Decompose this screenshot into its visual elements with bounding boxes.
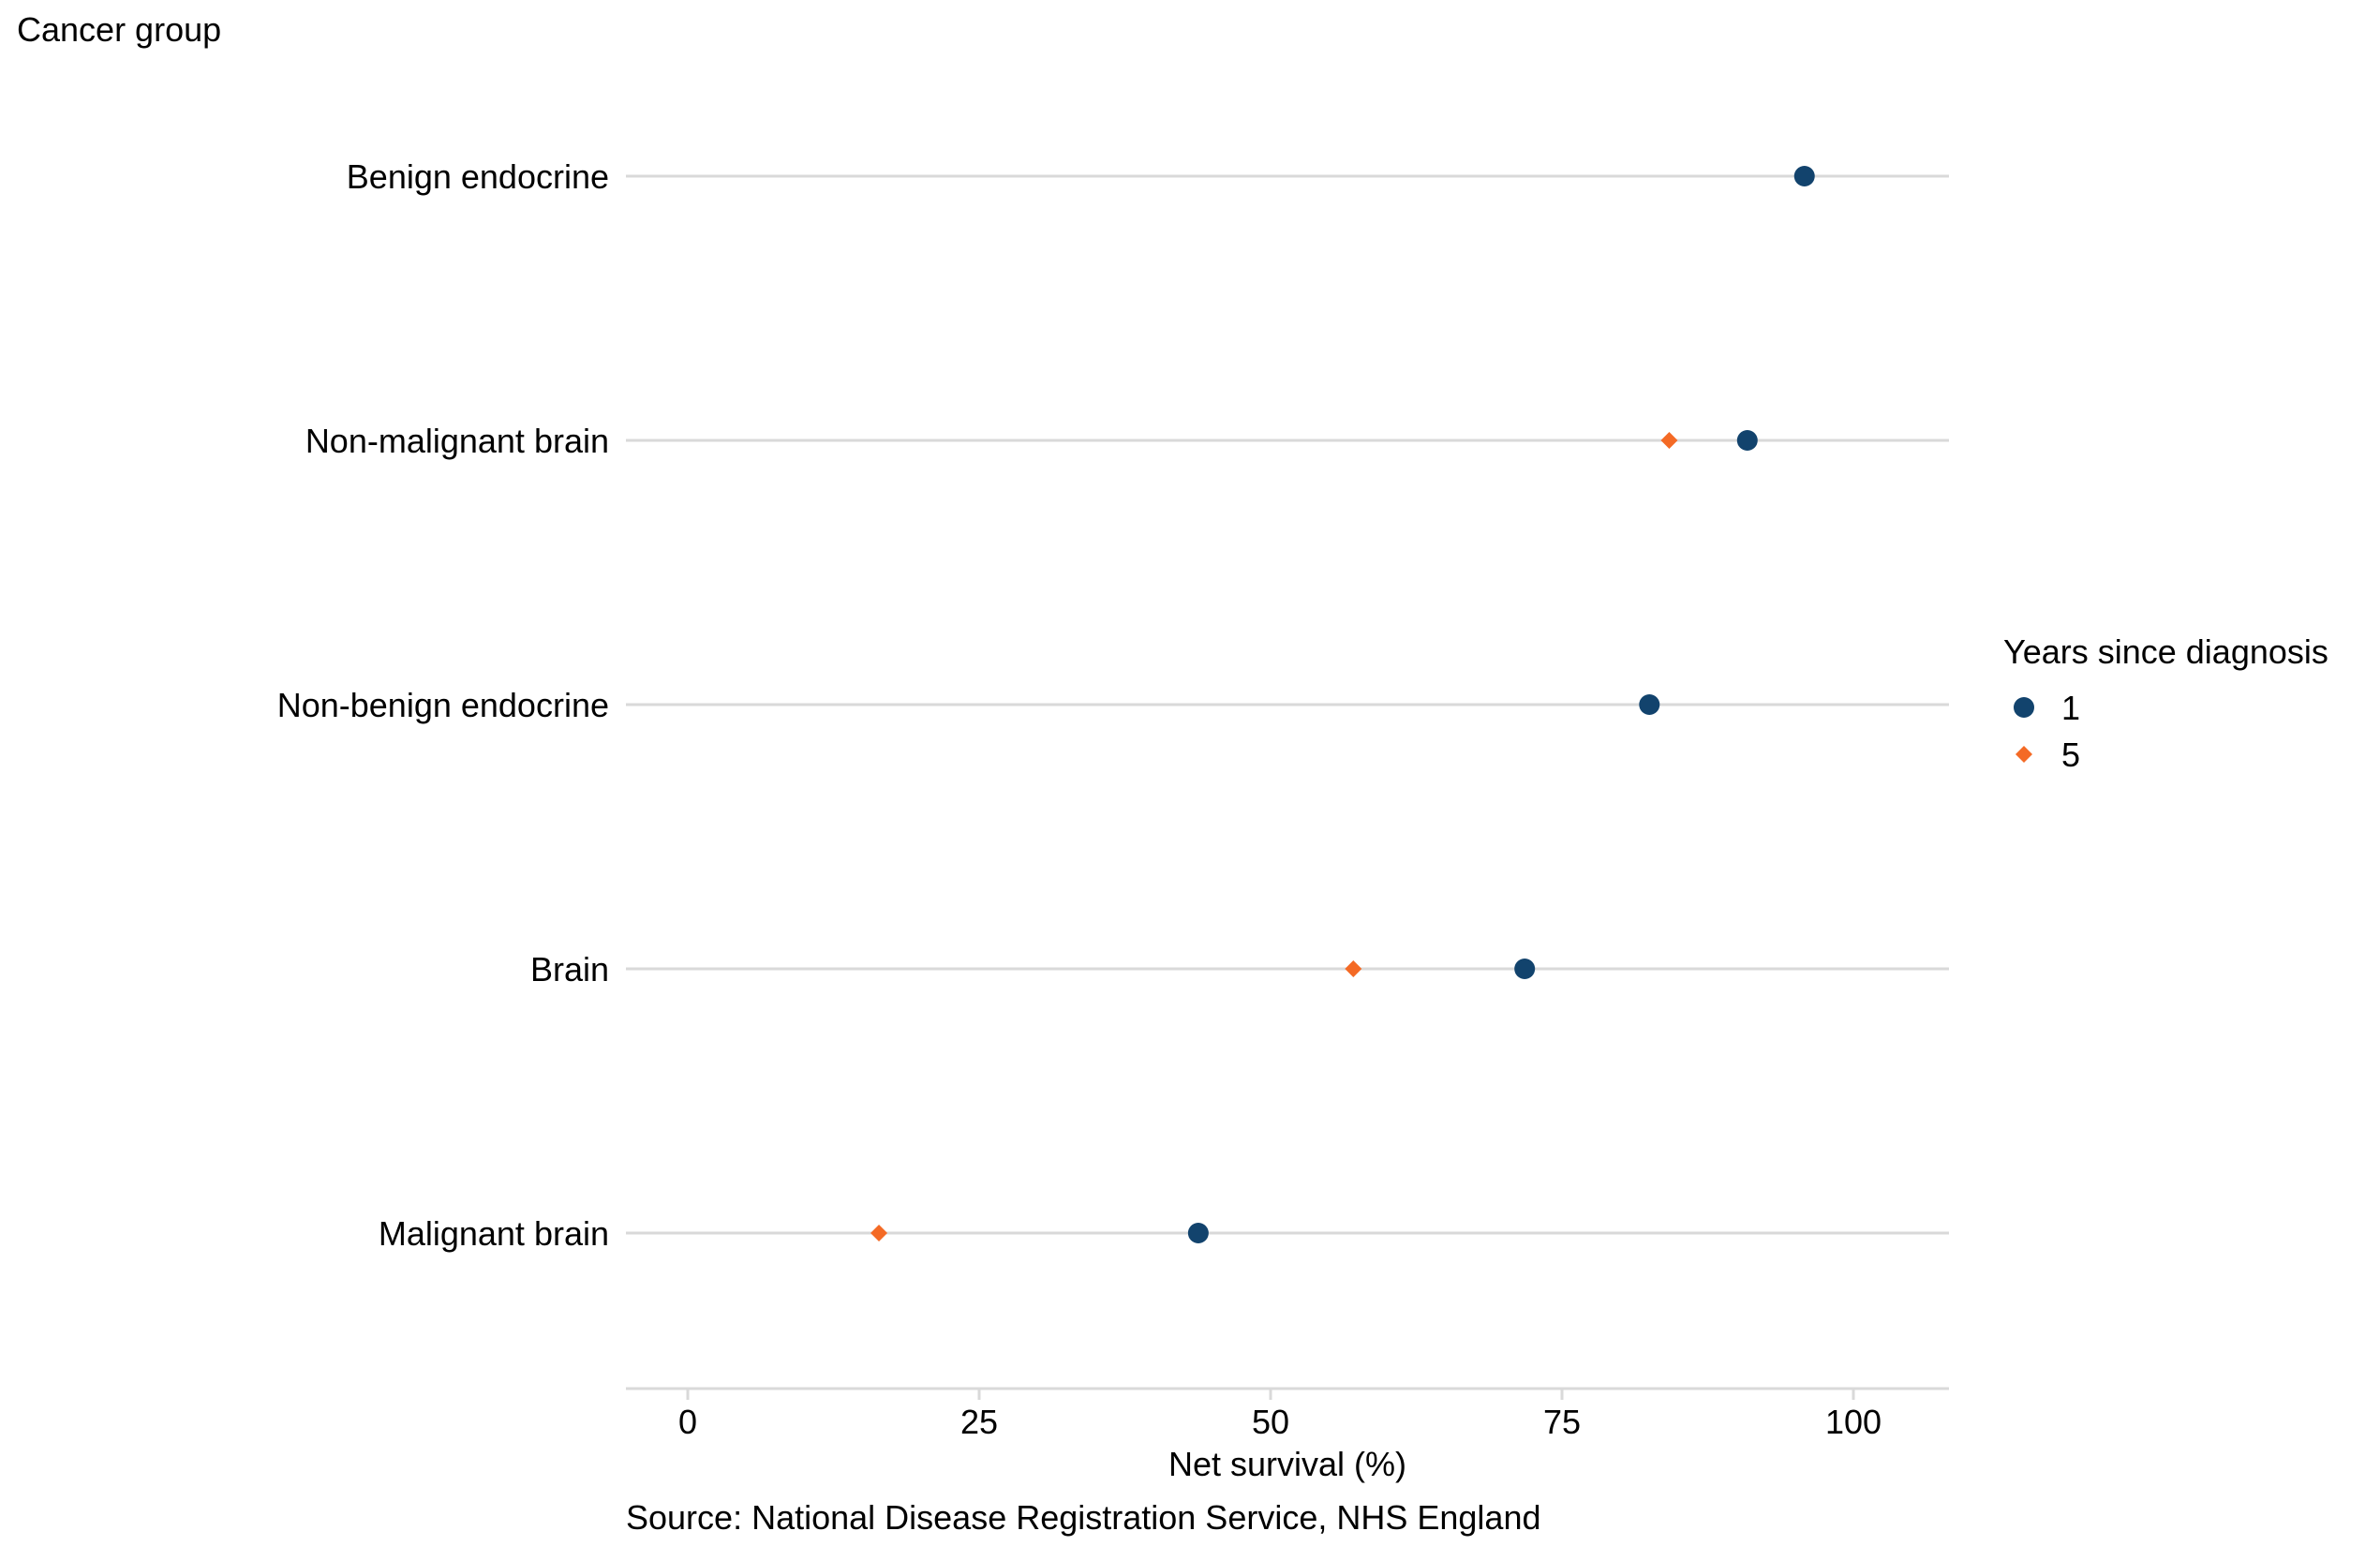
point-1-year-brain bbox=[1514, 959, 1536, 979]
legend-marker-1 bbox=[2014, 697, 2034, 718]
point-5-year-brain bbox=[1345, 960, 1362, 977]
point-5-year-non-malignant-brain bbox=[1660, 432, 1678, 449]
legend-title: Years since diagnosis bbox=[2003, 632, 2328, 671]
x-tick-label: 0 bbox=[678, 1403, 697, 1441]
legend-items: 15 bbox=[2014, 689, 2080, 774]
x-axis-ticks: 0 25 50 75 100 bbox=[678, 1389, 1882, 1441]
x-axis-title: Net survival (%) bbox=[1168, 1445, 1406, 1483]
point-1-year-malignant-brain bbox=[1187, 1223, 1209, 1243]
x-tick-label: 100 bbox=[1825, 1403, 1882, 1441]
point-5-year-malignant-brain bbox=[870, 1225, 888, 1241]
legend: Years since diagnosis 15 bbox=[2003, 632, 2328, 774]
category-label: Benign endocrine bbox=[347, 157, 609, 196]
legend-marker-5 bbox=[2016, 746, 2032, 763]
source-note: Source: National Disease Registration Se… bbox=[626, 1498, 1540, 1537]
legend-label: 1 bbox=[2061, 689, 2080, 727]
category-label: Non-malignant brain bbox=[305, 422, 609, 460]
point-1-year-non-benign-endocrine bbox=[1639, 694, 1660, 715]
x-tick-label: 25 bbox=[960, 1403, 998, 1441]
x-tick-label: 75 bbox=[1543, 1403, 1581, 1441]
point-1-year-non-malignant-brain bbox=[1736, 430, 1758, 451]
grid-lines bbox=[626, 174, 1949, 1235]
y-axis-title: Cancer group bbox=[17, 10, 221, 49]
x-tick-label: 50 bbox=[1252, 1403, 1289, 1441]
category-label: Non-benign endocrine bbox=[277, 686, 609, 724]
point-1-year-benign-endocrine bbox=[1793, 166, 1815, 186]
data-points bbox=[870, 166, 1815, 1243]
legend-label: 5 bbox=[2061, 736, 2080, 774]
category-label: Brain bbox=[530, 950, 609, 989]
category-label: Malignant brain bbox=[379, 1214, 609, 1253]
category-labels: Benign endocrine Non-malignant brain Non-b… bbox=[277, 157, 609, 1253]
